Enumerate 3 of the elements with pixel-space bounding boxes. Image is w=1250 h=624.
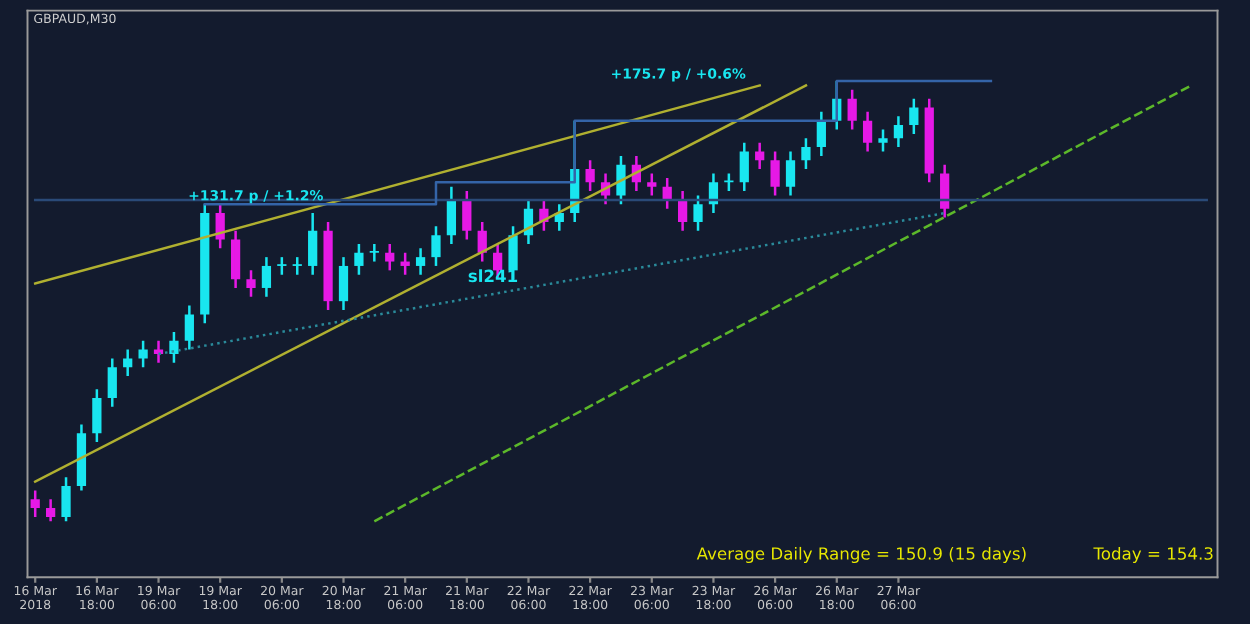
candlestick [878, 128, 888, 153]
text: Average Daily Range = 150.9 (15 days) [696, 546, 1026, 564]
text: Today = 154.3 [1093, 546, 1213, 564]
